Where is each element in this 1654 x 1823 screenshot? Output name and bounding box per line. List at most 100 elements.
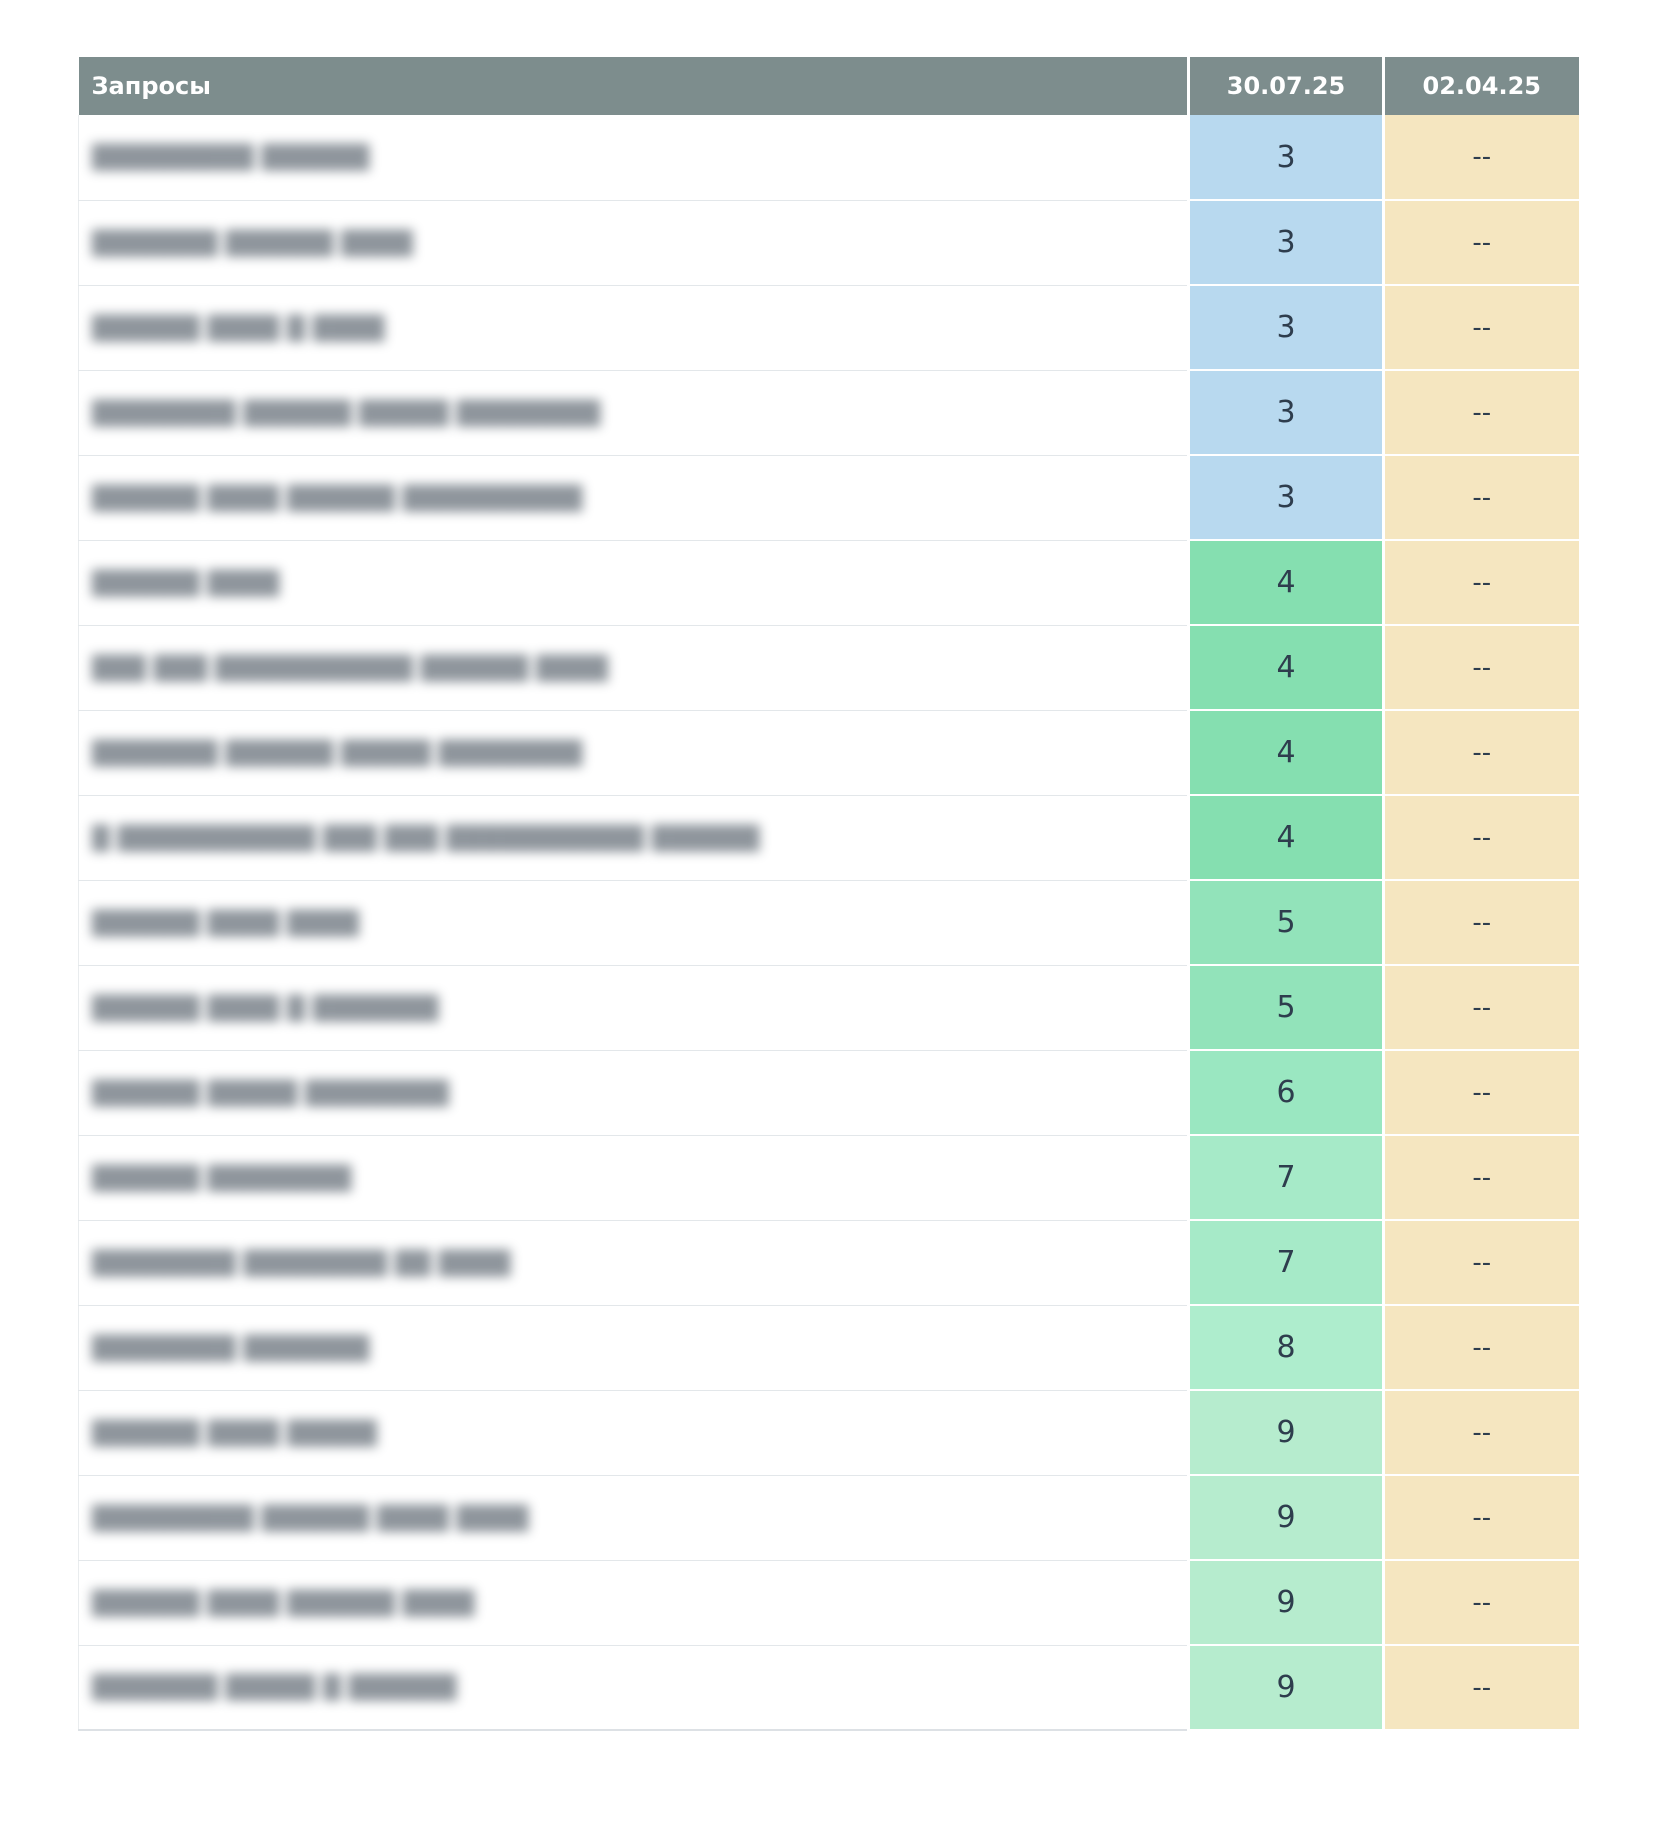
query-cell[interactable]: ██████ ████	[78, 540, 1189, 626]
rank-value-cell-date-1[interactable]: 4	[1187, 795, 1384, 881]
query-cell[interactable]: ███████ █████ █ ██████	[78, 1645, 1189, 1731]
rank-value-cell-date-1[interactable]: 9	[1187, 1475, 1384, 1561]
column-header-date-2[interactable]: 02.04.25	[1382, 57, 1579, 115]
rank-value-cell-date-1[interactable]: 3	[1187, 370, 1384, 456]
query-text-redacted: ██████ ████████	[92, 1165, 352, 1192]
rank-value-cell-date-2[interactable]: --	[1382, 1220, 1579, 1306]
table-row[interactable]: ██████ ████ █ ████ 3 --	[78, 285, 1579, 371]
keyword-rank-table: Запросы 30.07.25 02.04.25 █████████ ████…	[78, 57, 1579, 1731]
rank-value-cell-date-2[interactable]: --	[1382, 1560, 1579, 1646]
rank-value-cell-date-1[interactable]: 7	[1187, 1135, 1384, 1221]
query-text-redacted: █████████ ██████	[92, 145, 370, 172]
query-text-redacted: ██████ ████ ██████ ████	[92, 1590, 475, 1617]
rank-value-cell-date-1[interactable]: 5	[1187, 965, 1384, 1051]
rank-value-cell-date-2[interactable]: --	[1382, 710, 1579, 796]
rank-value-cell-date-2[interactable]: --	[1382, 965, 1579, 1051]
query-cell[interactable]: ██████ ████ ██████ ████	[78, 1560, 1189, 1646]
query-cell[interactable]: ████████ ███████	[78, 1305, 1189, 1391]
query-cell[interactable]: ██████ ████ █ ███████	[78, 965, 1189, 1051]
query-cell[interactable]: █████████ ██████	[78, 115, 1189, 201]
query-text-redacted: ███ ███ ███████████ ██████ ████	[92, 655, 609, 682]
query-text-redacted: ██████ ████ █ ███████	[92, 995, 439, 1022]
query-text-redacted: ██████ ████ ██████ ██████████	[92, 485, 583, 512]
query-cell[interactable]: ████████ ██████ █████ ████████	[78, 370, 1189, 456]
query-cell[interactable]: ██████ ████████	[78, 1135, 1189, 1221]
table-row[interactable]: ██████ ████ █████ 9 --	[78, 1390, 1579, 1476]
query-text-redacted: ████████ ██████ █████ ████████	[92, 400, 601, 427]
query-text-redacted: ██████ ████ █████	[92, 1420, 378, 1447]
rank-value-cell-date-1[interactable]: 9	[1187, 1560, 1384, 1646]
table-row[interactable]: ████████ ████████ ██ ████ 7 --	[78, 1220, 1579, 1306]
column-header-date-1[interactable]: 30.07.25	[1187, 57, 1384, 115]
rank-value-cell-date-2[interactable]: --	[1382, 115, 1579, 201]
rank-value-cell-date-2[interactable]: --	[1382, 1475, 1579, 1561]
query-cell[interactable]: ███████ ██████ ████	[78, 200, 1189, 286]
rank-value-cell-date-1[interactable]: 3	[1187, 285, 1384, 371]
table-row[interactable]: ██████ ████ ██████ ████ 9 --	[78, 1560, 1579, 1646]
table-row[interactable]: ██████ █████ ████████ 6 --	[78, 1050, 1579, 1136]
table-row[interactable]: ███████ █████ █ ██████ 9 --	[78, 1645, 1579, 1731]
query-cell[interactable]: ██████ █████ ████████	[78, 1050, 1189, 1136]
query-cell[interactable]: ███ ███ ███████████ ██████ ████	[78, 625, 1189, 711]
rank-value-cell-date-2[interactable]: --	[1382, 1390, 1579, 1476]
query-cell[interactable]: ██████ ████ █ ████	[78, 285, 1189, 371]
query-cell[interactable]: ██████ ████ ████	[78, 880, 1189, 966]
table-row[interactable]: █ ███████████ ███ ███ ███████████ ██████…	[78, 795, 1579, 881]
query-cell[interactable]: ███████ ██████ █████ ████████	[78, 710, 1189, 796]
query-text-redacted: ██████ ████ █ ████	[92, 315, 385, 342]
table-row[interactable]: ███████ ██████ █████ ████████ 4 --	[78, 710, 1579, 796]
rank-value-cell-date-1[interactable]: 8	[1187, 1305, 1384, 1391]
rank-value-cell-date-1[interactable]: 3	[1187, 115, 1384, 201]
table-row[interactable]: ██████ ████ ████ 5 --	[78, 880, 1579, 966]
table-row[interactable]: ██████ ████████ 7 --	[78, 1135, 1579, 1221]
rank-value-cell-date-1[interactable]: 9	[1187, 1645, 1384, 1731]
rank-value-cell-date-1[interactable]: 6	[1187, 1050, 1384, 1136]
table-row[interactable]: ██████ ████ 4 --	[78, 540, 1579, 626]
rank-value-cell-date-2[interactable]: --	[1382, 285, 1579, 371]
rank-value-cell-date-2[interactable]: --	[1382, 200, 1579, 286]
table-row[interactable]: ██████ ████ █ ███████ 5 --	[78, 965, 1579, 1051]
query-text-redacted: ██████ ████ ████	[92, 910, 360, 937]
rank-value-cell-date-2[interactable]: --	[1382, 540, 1579, 626]
rank-value-cell-date-2[interactable]: --	[1382, 795, 1579, 881]
query-text-redacted: █ ███████████ ███ ███ ███████████ ██████	[92, 825, 760, 852]
rank-value-cell-date-1[interactable]: 7	[1187, 1220, 1384, 1306]
query-cell[interactable]: ██████ ████ █████	[78, 1390, 1189, 1476]
query-text-redacted: ████████ ████████ ██ ████	[92, 1250, 511, 1277]
table-row[interactable]: ██████ ████ ██████ ██████████ 3 --	[78, 455, 1579, 541]
rank-value-cell-date-2[interactable]: --	[1382, 880, 1579, 966]
rank-value-cell-date-2[interactable]: --	[1382, 1135, 1579, 1221]
query-text-redacted: ███████ ██████ █████ ████████	[92, 740, 583, 767]
table-header: Запросы 30.07.25 02.04.25	[78, 57, 1579, 115]
rank-value-cell-date-1[interactable]: 4	[1187, 710, 1384, 796]
table-row[interactable]: ████████ ███████ 8 --	[78, 1305, 1579, 1391]
table-row[interactable]: ███ ███ ███████████ ██████ ████ 4 --	[78, 625, 1579, 711]
table-row[interactable]: ███████ ██████ ████ 3 --	[78, 200, 1579, 286]
query-text-redacted: ███████ █████ █ ██████	[92, 1675, 457, 1702]
rank-value-cell-date-2[interactable]: --	[1382, 625, 1579, 711]
rank-value-cell-date-2[interactable]: --	[1382, 1050, 1579, 1136]
rank-value-cell-date-1[interactable]: 4	[1187, 625, 1384, 711]
query-cell[interactable]: ██████ ████ ██████ ██████████	[78, 455, 1189, 541]
table-body: █████████ ██████ 3 -- ███████ ██████ ████ 3-…	[78, 115, 1579, 1731]
rank-value-cell-date-2[interactable]: --	[1382, 1305, 1579, 1391]
rank-value-cell-date-1[interactable]: 3	[1187, 200, 1384, 286]
column-header-queries[interactable]: Запросы	[78, 57, 1189, 115]
query-cell[interactable]: ████████ ████████ ██ ████	[78, 1220, 1189, 1306]
rank-value-cell-date-1[interactable]: 9	[1187, 1390, 1384, 1476]
query-cell[interactable]: █████████ ██████ ████ ████	[78, 1475, 1189, 1561]
rank-value-cell-date-1[interactable]: 3	[1187, 455, 1384, 541]
table-row[interactable]: █████████ ██████ ████ ████ 9 --	[78, 1475, 1579, 1561]
rank-value-cell-date-1[interactable]: 5	[1187, 880, 1384, 966]
table-row[interactable]: ████████ ██████ █████ ████████ 3 --	[78, 370, 1579, 456]
query-text-redacted: ██████ █████ ████████	[92, 1080, 449, 1107]
header-row: Запросы 30.07.25 02.04.25	[78, 57, 1579, 115]
rank-value-cell-date-2[interactable]: --	[1382, 455, 1579, 541]
query-text-redacted: ██████ ████	[92, 570, 280, 597]
query-cell[interactable]: █ ███████████ ███ ███ ███████████ ██████	[78, 795, 1189, 881]
table-row[interactable]: █████████ ██████ 3 --	[78, 115, 1579, 201]
rank-value-cell-date-2[interactable]: --	[1382, 1645, 1579, 1731]
rank-value-cell-date-2[interactable]: --	[1382, 370, 1579, 456]
rank-value-cell-date-1[interactable]: 4	[1187, 540, 1384, 626]
